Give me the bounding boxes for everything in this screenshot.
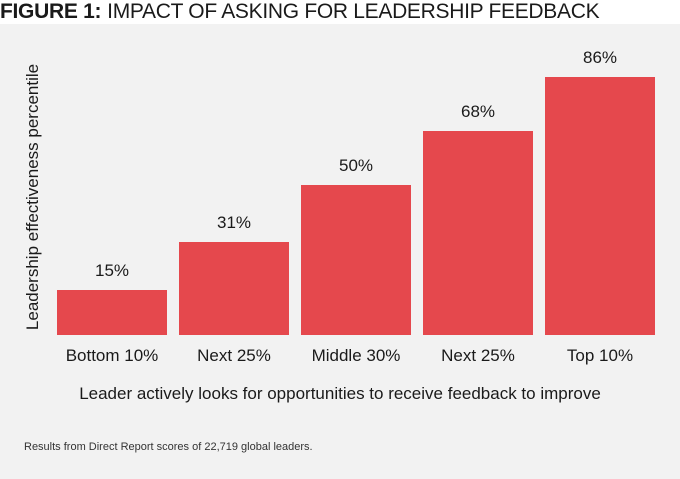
bar-value-label-4: 68% [461, 102, 495, 121]
bar-value-label-2: 31% [217, 213, 251, 232]
category-label-3: Middle 30% [312, 346, 401, 365]
category-label-4: Next 25% [441, 346, 515, 365]
bars-layer [57, 77, 655, 335]
x-axis-label: Leader actively looks for opportunities … [79, 384, 601, 403]
category-label-1: Bottom 10% [66, 346, 159, 365]
bar-value-label-5: 86% [583, 48, 617, 67]
bar-2 [179, 242, 289, 335]
value-labels-layer: 15% 31% 50% 68% 86% [95, 48, 617, 280]
bar-5 [545, 77, 655, 335]
category-label-5: Top 10% [567, 346, 633, 365]
bar-3 [301, 185, 411, 335]
figure-title: FIGURE 1: IMPACT OF ASKING FOR LEADERSHIP… [0, 0, 680, 24]
bar-1 [57, 290, 167, 335]
figure-title-text: IMPACT OF ASKING FOR LEADERSHIP FEEDBACK [107, 0, 600, 23]
bar-value-label-1: 15% [95, 261, 129, 280]
footnote: Results from Direct Report scores of 22,… [24, 441, 313, 453]
category-label-2: Next 25% [197, 346, 271, 365]
bar-4 [423, 131, 533, 335]
figure-title-prefix: FIGURE 1: [0, 0, 102, 23]
y-axis-label: Leadership effectiveness percentile [23, 64, 42, 330]
bar-value-label-3: 50% [339, 156, 373, 175]
category-labels-layer: Bottom 10% Next 25% Middle 30% Next 25% Top … [66, 346, 633, 365]
